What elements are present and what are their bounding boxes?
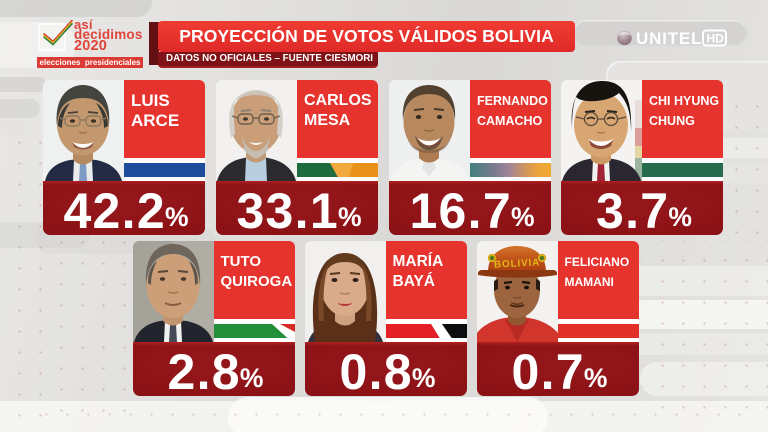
svg-text:UNITEL: UNITEL xyxy=(636,29,702,48)
svg-text:HD: HD xyxy=(707,32,725,46)
svg-text:BOLIVIA: BOLIVIA xyxy=(493,257,540,270)
